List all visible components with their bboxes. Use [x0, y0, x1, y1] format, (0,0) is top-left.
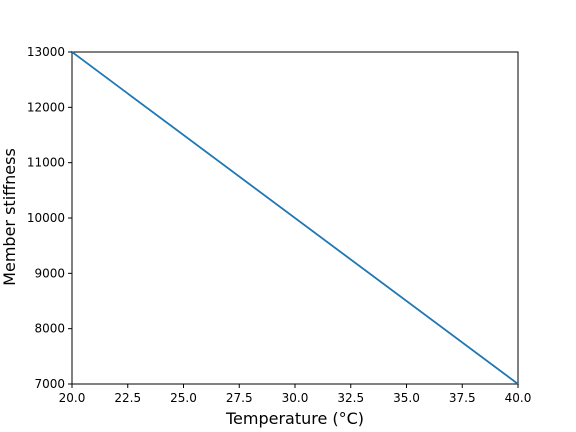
x-tick-label: 30.0: [282, 391, 309, 405]
x-tick-label: 27.5: [226, 391, 253, 405]
x-tick-label: 40.0: [505, 391, 532, 405]
x-tick-label: 37.5: [449, 391, 476, 405]
x-axis-ticks: 20.0 22.5 25.0 27.5 30.0 32.5 35.0 37.5 40.0: [59, 384, 532, 405]
y-tick-label: 13000: [27, 45, 65, 59]
y-tick-label: 11000: [27, 156, 65, 170]
x-tick-label: 22.5: [114, 391, 141, 405]
y-tick-label: 10000: [27, 211, 65, 225]
y-tick-label: 9000: [34, 266, 65, 280]
y-axis-label: Member stiffness: [0, 148, 19, 286]
y-tick-label: 7000: [34, 377, 65, 391]
x-tick-label: 35.0: [393, 391, 420, 405]
series-line-0: [70, 50, 520, 386]
y-axis-ticks: 7000 8000 9000 10000 11000 12000 13000: [27, 45, 72, 391]
y-tick-label: 12000: [27, 100, 65, 114]
y-tick-label: 8000: [34, 322, 65, 336]
x-axis-label: Temperature (°C): [225, 409, 364, 428]
x-tick-label: 20.0: [59, 391, 86, 405]
x-tick-label: 32.5: [337, 391, 364, 405]
x-tick-label: 25.0: [170, 391, 197, 405]
series-layer: [70, 50, 520, 386]
